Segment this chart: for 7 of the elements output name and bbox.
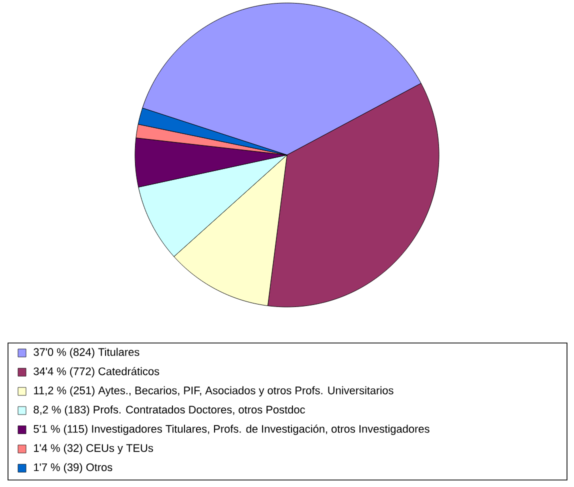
legend-label: 1'4 % (32) CEUs y TEUs: [34, 444, 154, 454]
legend-label: 1'7 % (39) Otros: [34, 463, 112, 474]
legend-label: 5'1 % (115) Investigadores Titulares, Profs. de Investigación, otros Investigadores: [34, 424, 430, 435]
legend-label: 11,2 % (251) Aytes., Becarios, PIF, Asociados y otros Profs. Universitarios: [34, 386, 394, 396]
legend-label: 34'4 % (772) Catedráticos: [34, 367, 160, 378]
legend-label: 8,2 % (183) Profs. Contratados Doctores, otros Postdoc: [34, 405, 305, 416]
legend-label: 37'0 % (824) Titulares: [34, 348, 140, 358]
